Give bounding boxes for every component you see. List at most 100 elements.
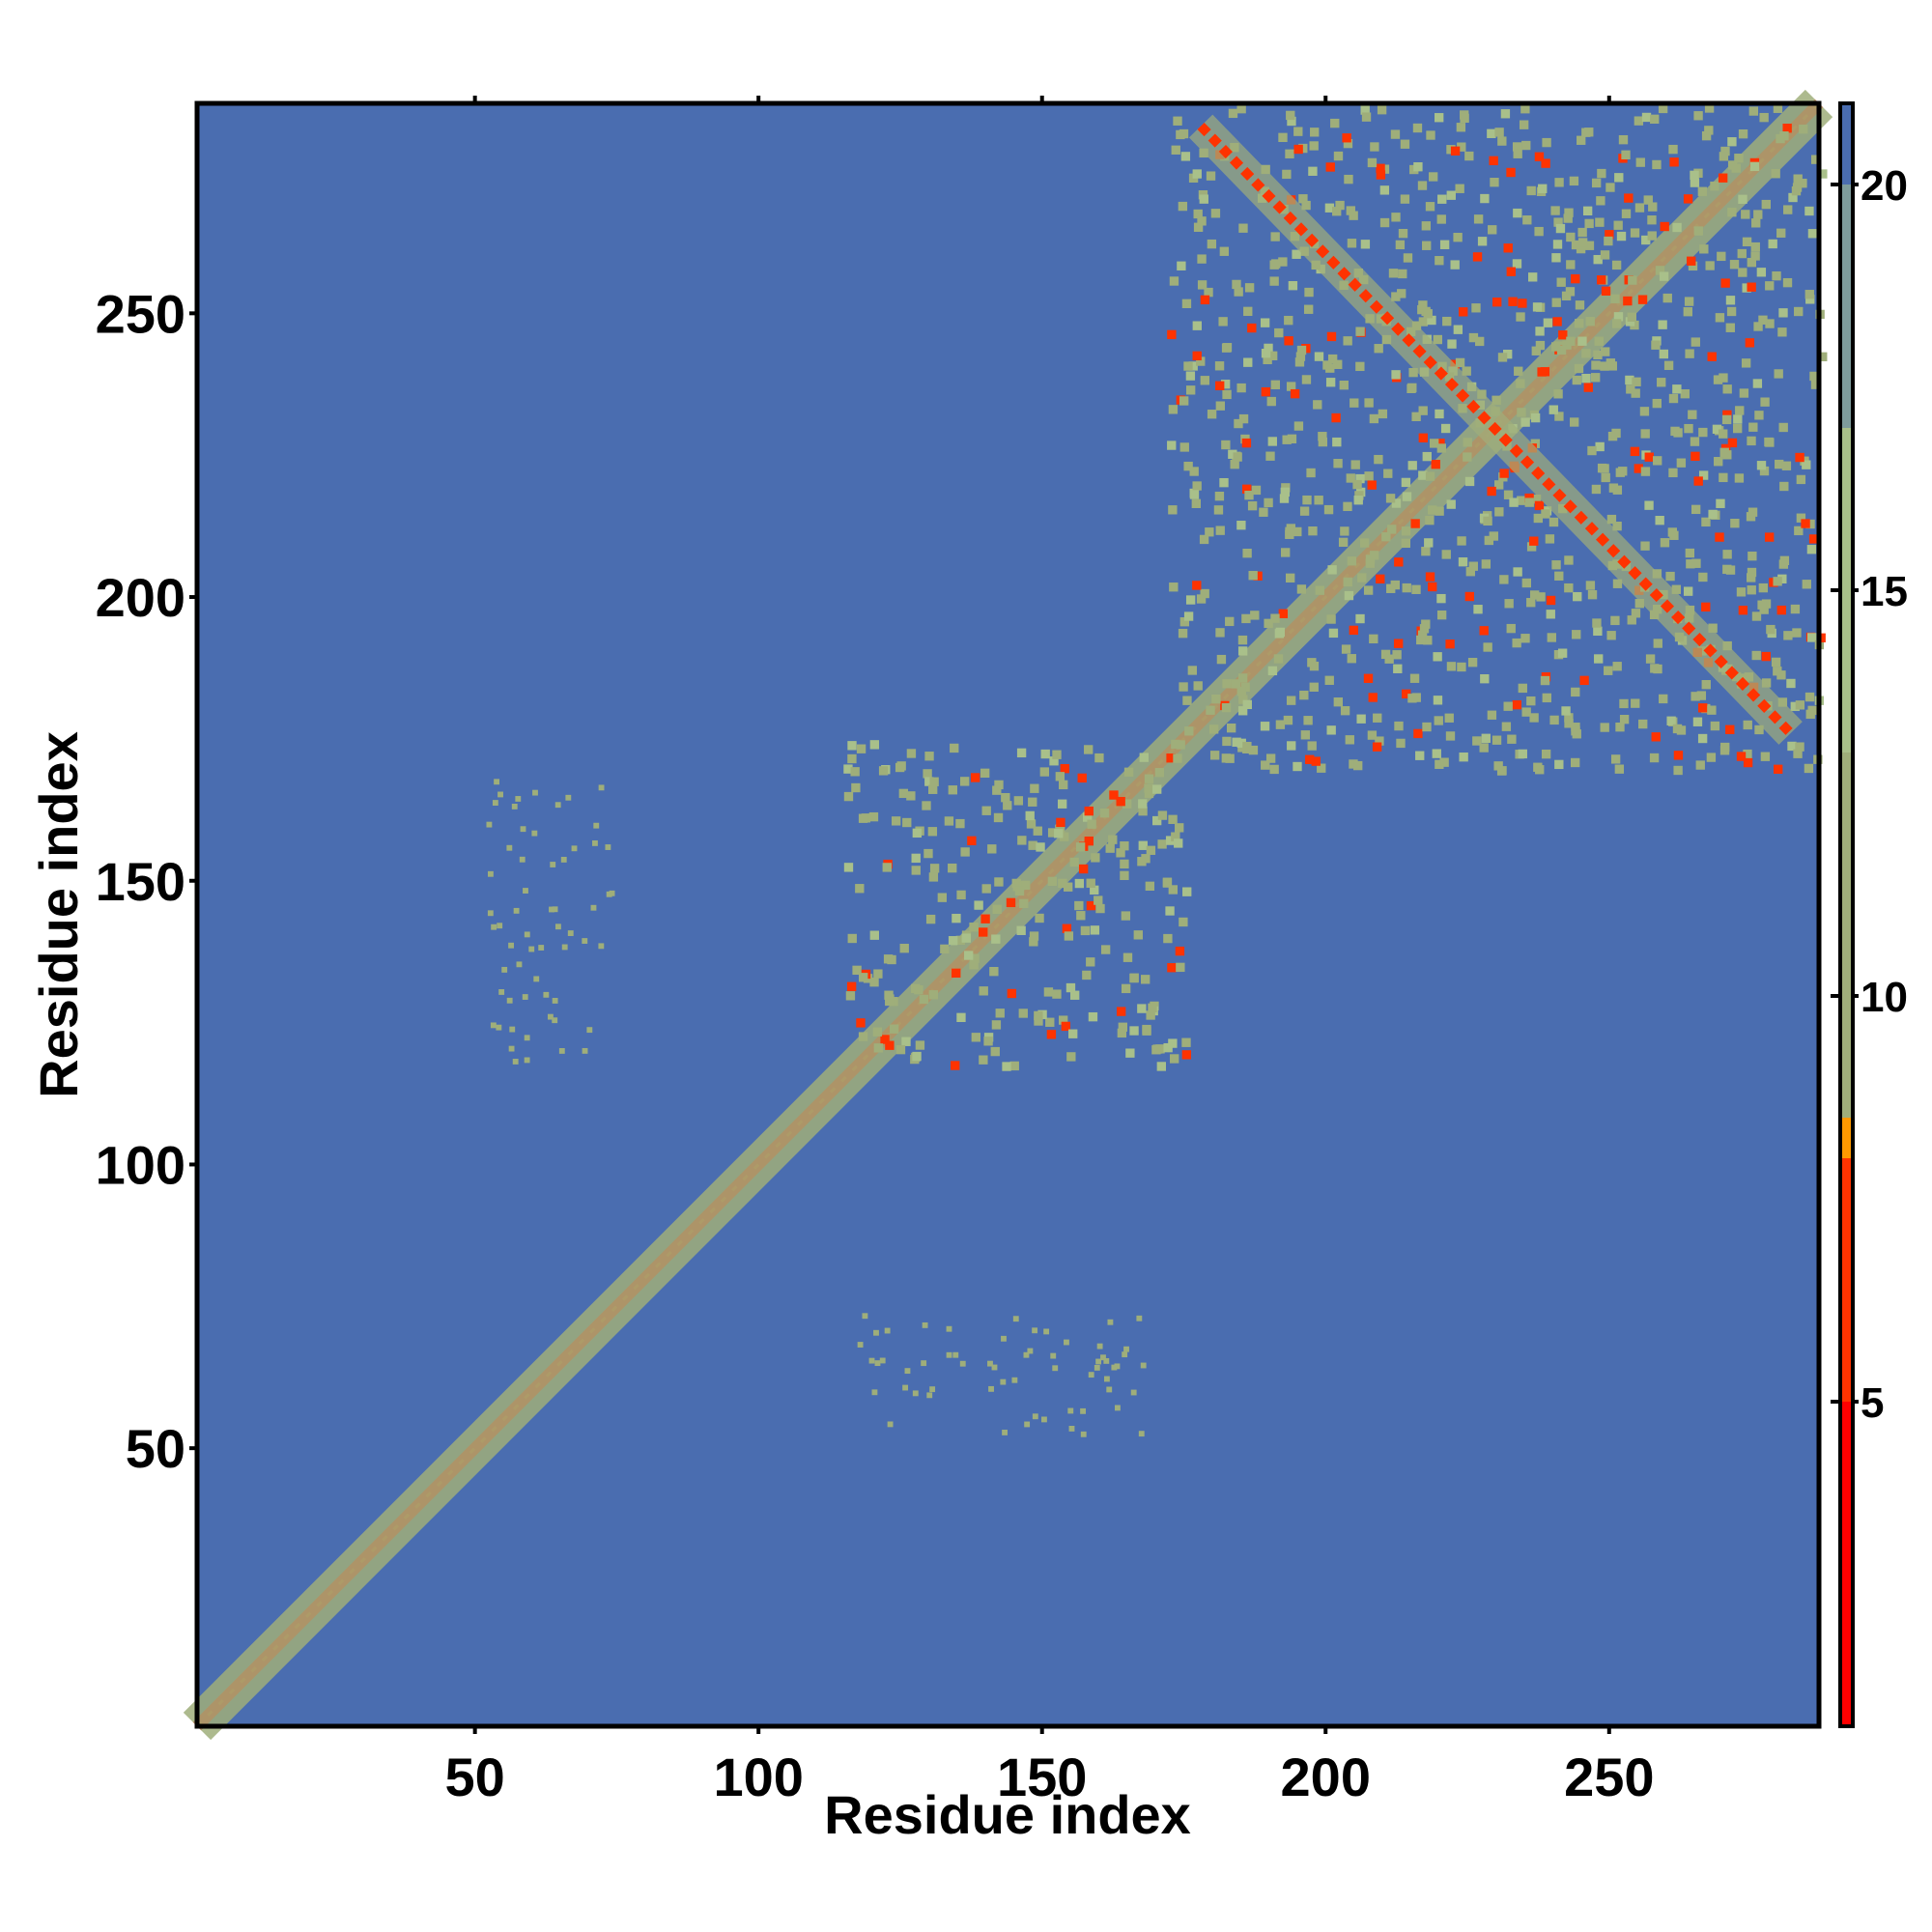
contact-cell [1308,166,1318,176]
contact-cell [1427,315,1436,326]
contact-cell [1760,752,1771,761]
contact-cell [1610,294,1620,304]
contact-cell [872,1027,883,1037]
contact-cell [1210,209,1221,218]
contact-cell [1529,713,1539,723]
contact-cell [895,1044,906,1055]
contact-cell [1571,240,1581,250]
contact-cell [1052,989,1062,999]
contact-cell [1264,618,1273,629]
sparse-contact-cell [567,930,574,936]
contact-cell [1453,233,1463,242]
contact-cell [1142,1024,1151,1035]
contact-cell [1612,521,1622,531]
contact-cell [1796,474,1806,485]
contact-cell [1298,194,1308,204]
sparse-contact-cell [560,856,567,863]
contact-cell [1788,192,1798,203]
contact-cell [1265,753,1276,763]
contact-cell [1193,222,1204,232]
contact-cell [1503,243,1513,253]
contact-cell [1581,349,1591,358]
sparse-contact-cell [554,923,561,930]
contact-cell [1355,361,1365,372]
contact-cell [1238,695,1248,704]
contact-cell [1436,443,1446,453]
contact-cell [1643,195,1653,205]
contact-cell [979,986,988,996]
contact-cell [940,944,950,954]
contact-cell [1805,519,1815,529]
contact-cell [1804,692,1815,702]
contact-cell [1156,1062,1166,1071]
sparse-contact-cell [586,1027,593,1034]
contact-cell [1575,319,1584,328]
contact-cell [1138,799,1148,809]
contact-cell [856,744,867,753]
contact-cell [1141,854,1151,864]
contact-cell [1516,312,1525,322]
contact-cell [1222,343,1233,353]
contact-cell [1301,200,1311,211]
contact-cell [1141,975,1151,984]
contact-cell [912,1051,922,1062]
contact-cell [1207,410,1217,419]
contact-cell [1542,693,1551,703]
contact-cell [1634,464,1643,473]
contact-cell [1734,473,1745,483]
contact-cell [1743,749,1752,759]
contact-cell [1300,730,1311,740]
colorbar-segment [1840,1158,1853,1402]
contact-cell [1165,906,1175,916]
contact-cell [1428,172,1438,182]
contact-cell [1738,268,1747,277]
sparse-contact-cell [1138,1431,1145,1437]
contact-cell [1704,126,1714,135]
contact-cell [1191,498,1202,508]
x-tick-label: 250 [1564,1747,1654,1807]
contact-cell [1758,582,1769,593]
contact-cell [1655,515,1664,526]
contact-cell [1342,133,1351,143]
contact-cell [1330,118,1340,128]
contact-cell [1018,1009,1028,1018]
contact-cell [1742,237,1752,247]
contact-cell [1090,885,1099,895]
contact-cell [1144,774,1154,783]
contact-cell [964,951,974,960]
contact-cell [1484,535,1493,546]
sparse-contact-cell [1094,1364,1100,1371]
contact-cell [1324,203,1335,213]
contact-cell [1029,931,1039,941]
sparse-contact-cell [598,943,605,950]
contact-cell [1063,882,1073,892]
contact-cell [1521,140,1531,151]
sparse-contact-cell [1000,1378,1007,1385]
contact-cell [1717,251,1726,262]
contact-cell [1751,611,1762,621]
contact-cell [1778,308,1788,318]
contact-cell [1363,585,1374,595]
contact-cell [927,827,938,837]
contact-cell [1475,336,1485,347]
contact-cell [1641,112,1652,123]
contact-cell [1483,516,1492,526]
contact-cell [1725,296,1736,305]
contact-cell [971,1033,981,1042]
contact-cell [1303,716,1313,725]
contact-cell [1701,517,1711,527]
contact-cell [1517,408,1526,417]
contact-cell [1781,461,1792,470]
contact-cell [858,813,868,823]
contact-cell [1165,836,1176,845]
contact-cell [1606,631,1616,640]
contact-cell [1551,298,1561,307]
contact-cell [1391,370,1401,380]
contact-cell [1108,835,1118,844]
contact-cell [1521,578,1531,588]
contact-cell [1641,235,1651,245]
contact-cell [1293,526,1302,537]
contact-cell [1421,221,1432,231]
contact-cell [1200,295,1210,305]
contact-cell [1176,962,1185,973]
